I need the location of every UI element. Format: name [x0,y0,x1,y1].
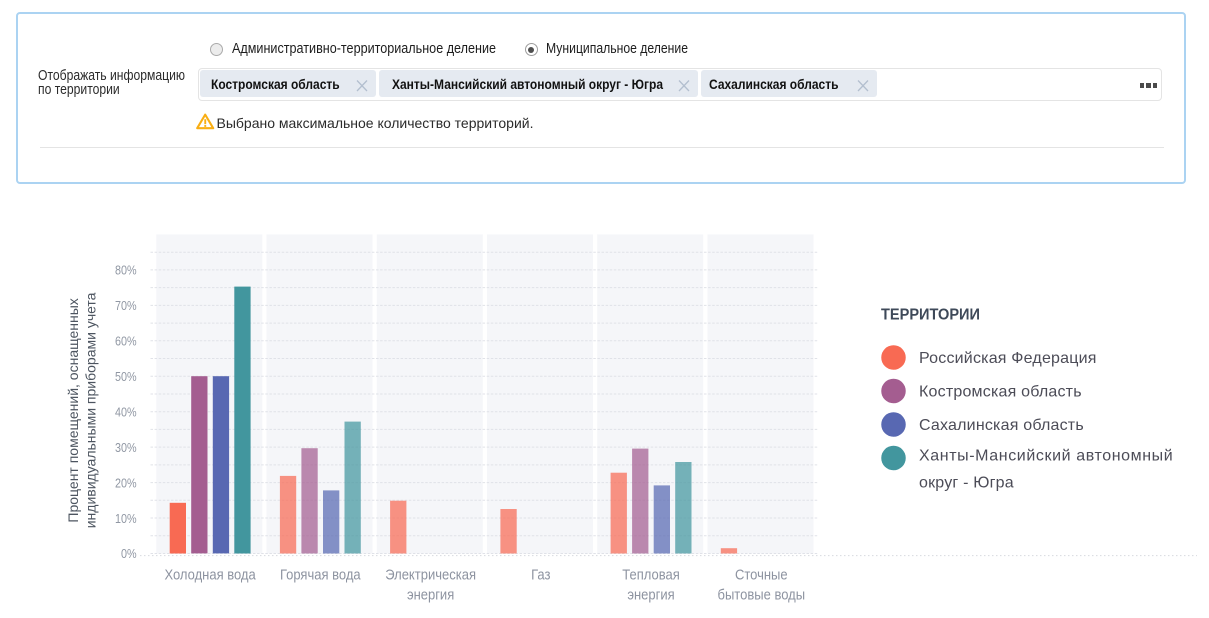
svg-text:ТЕРРИТОРИИ: ТЕРРИТОРИИ [881,306,980,323]
svg-text:Костромская область: Костромская область [919,384,1082,401]
svg-text:бытовые воды: бытовые воды [718,586,806,603]
svg-text:Российская Федерация: Российская Федерация [919,350,1097,367]
svg-text:Электрическая: Электрическая [385,566,476,583]
svg-text:80%: 80% [115,263,137,278]
svg-text:энергия: энергия [407,586,454,603]
svg-text:0%: 0% [121,546,137,561]
svg-text:округ - Югра: округ - Югра [919,475,1014,492]
svg-text:10%: 10% [115,511,137,526]
svg-text:Ханты-Мансийский автономный: Ханты-Мансийский автономный [919,448,1173,465]
svg-text:30%: 30% [115,440,137,455]
svg-text:40%: 40% [115,404,137,419]
svg-text:50%: 50% [115,369,137,384]
svg-text:Горячая вода: Горячая вода [280,566,361,583]
svg-text:Холодная вода: Холодная вода [164,566,256,583]
svg-text:Сточные: Сточные [735,566,788,583]
svg-text:20%: 20% [115,475,137,490]
svg-text:Газ: Газ [531,566,550,583]
svg-text:60%: 60% [115,334,137,349]
svg-text:Сахалинская область: Сахалинская область [919,417,1084,434]
svg-text:70%: 70% [115,298,137,313]
svg-text:энергия: энергия [627,586,674,603]
svg-text:Тепловая: Тепловая [622,566,680,583]
